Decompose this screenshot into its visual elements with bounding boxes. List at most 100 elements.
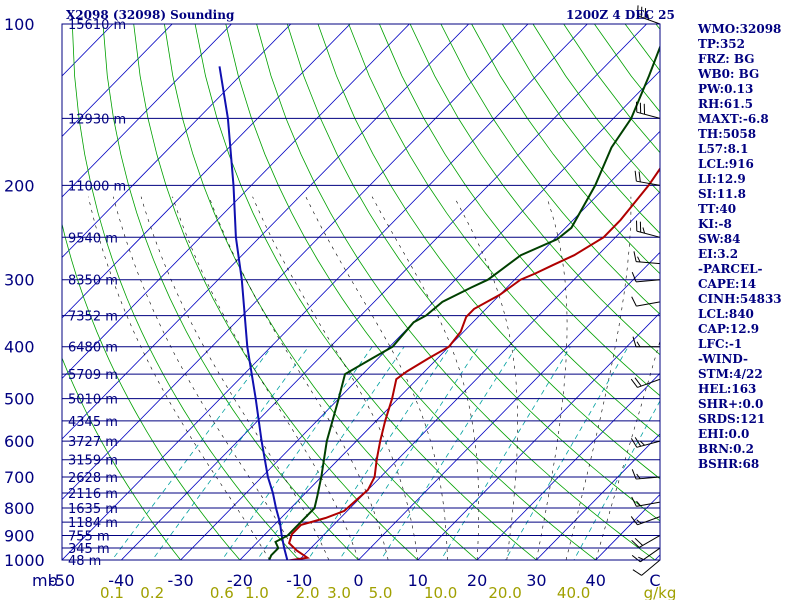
moist-adiabat-line	[565, 196, 632, 560]
barb-staff	[641, 559, 661, 576]
sounding-index: SW:84	[698, 232, 741, 246]
moist-adiabat-line	[453, 196, 518, 560]
wind-barb	[636, 220, 661, 238]
barb-flag	[634, 537, 644, 546]
sounding-index: TP:352	[698, 37, 746, 51]
barb-flag	[631, 469, 637, 480]
sounding-index: BSHR:68	[698, 457, 760, 471]
moist-adiabat-line	[371, 196, 480, 560]
barb-flag	[636, 5, 639, 16]
sounding-curves	[218, 44, 660, 560]
pressure-label: 800	[4, 499, 35, 518]
mixing-ratio-line	[440, 346, 571, 560]
indices-panel: WMO:32098 TP:352 FRZ: BG WB0: BG PW:0.13 RH:6…	[698, 22, 798, 472]
height-label: 15610 m	[68, 18, 126, 33]
pressure-label: 300	[4, 271, 35, 290]
dry-adiabat-line	[317, 24, 660, 480]
moist-adiabat-line	[88, 196, 270, 560]
isotherm-line	[62, 24, 470, 440]
temp-tick-label: C	[649, 571, 660, 590]
moist-adiabat-line	[172, 196, 359, 560]
height-label: 12930 m	[68, 112, 126, 127]
temp-tick-label: 20	[467, 571, 487, 590]
sounding-index: LCL:916	[698, 157, 754, 171]
sounding-index: EI:3.2	[698, 247, 739, 261]
isobars	[62, 23, 660, 561]
pressure-label: 700	[4, 468, 35, 487]
isotherm-line	[62, 24, 173, 138]
sounding-index: L57:8.1	[698, 142, 749, 156]
barb-staff	[636, 301, 661, 307]
mixing-ratio-line	[151, 346, 309, 560]
height-label: 2116 m	[68, 487, 118, 502]
dry-adiabat-line	[471, 24, 660, 275]
wind-barb	[636, 5, 661, 25]
barb-staff	[636, 440, 661, 448]
barb-flag	[630, 378, 638, 388]
barb-flag	[640, 440, 645, 446]
mixing-ratio-line	[256, 346, 405, 560]
height-label: 5709 m	[68, 368, 118, 383]
dry-adiabat-line	[256, 24, 656, 560]
sounding-index: LI:12.9	[698, 172, 746, 186]
mixing-ratio-tick-label: 1.0	[245, 584, 269, 600]
barb-flag	[631, 554, 641, 563]
sounding-index: BRN:0.2	[698, 442, 754, 456]
sounding-index: -WIND-	[698, 352, 748, 366]
mixing-ratio-tick-label: 3.0	[327, 584, 351, 600]
barb-flag	[634, 170, 637, 182]
temp-tick-label: 30	[526, 571, 546, 590]
sounding-index: EHI:0.0	[698, 427, 750, 441]
wind-barb	[633, 251, 661, 265]
pressure-label: 500	[4, 390, 35, 409]
dry-adiabat-line	[62, 222, 241, 560]
barb-flag	[631, 271, 637, 283]
sounding-index: SRDS:121	[698, 412, 766, 426]
barb-flag	[636, 473, 641, 480]
sounding-index: STM:4/22	[698, 367, 763, 381]
barb-flag	[638, 556, 644, 560]
barb-flag	[630, 516, 638, 526]
axis-unit-label: mb	[32, 571, 58, 590]
dry-adiabat-line	[133, 24, 419, 560]
wind-barb	[631, 535, 661, 548]
mixing-ratio-tick-label: 0.1	[100, 584, 124, 600]
isotherm-line	[62, 24, 529, 501]
pressure-label: 600	[4, 432, 35, 451]
barb-flag	[636, 341, 641, 347]
isotherm-line	[180, 70, 660, 560]
mixing-ratio-line	[111, 346, 272, 560]
wind-barb	[631, 296, 661, 307]
sounding-index: HEL:163	[698, 382, 757, 396]
sounding-index: WMO:32098	[698, 22, 782, 36]
wind-barb	[631, 469, 661, 480]
barb-flag	[631, 296, 637, 307]
dry-adiabat-line	[164, 24, 478, 560]
sounding-index: TH:5058	[698, 127, 757, 141]
barb-flag	[647, 14, 650, 20]
moist-adiabat-line	[595, 339, 660, 560]
mixing-ratio-line	[504, 346, 629, 560]
height-label: 3159 m	[68, 454, 118, 469]
sounding-index: CAP:12.9	[698, 322, 760, 336]
isotherm-line	[62, 24, 233, 198]
sounding-index: WB0: BG	[698, 67, 760, 81]
sounding-index: FRZ: BG	[698, 52, 755, 66]
isotherm-line	[62, 24, 588, 560]
temp-tick-label: -20	[227, 571, 253, 590]
moist-adiabat-line	[305, 196, 448, 560]
mixing-ratio-tick-label: 5.0	[369, 584, 393, 600]
moist-adiabat-line	[536, 196, 568, 560]
height-label: 1184 m	[68, 516, 118, 531]
barb-flag	[634, 377, 642, 387]
height-label: 11000 m	[68, 179, 126, 194]
barb-flag	[637, 256, 641, 263]
pressure-label: 200	[4, 176, 35, 195]
temperature-trace	[286, 167, 660, 560]
dry-adiabat-line	[409, 24, 660, 356]
dry-adiabat-line	[225, 24, 597, 560]
plot-frame	[61, 23, 661, 561]
sounding-index: KI:-8	[698, 217, 732, 231]
